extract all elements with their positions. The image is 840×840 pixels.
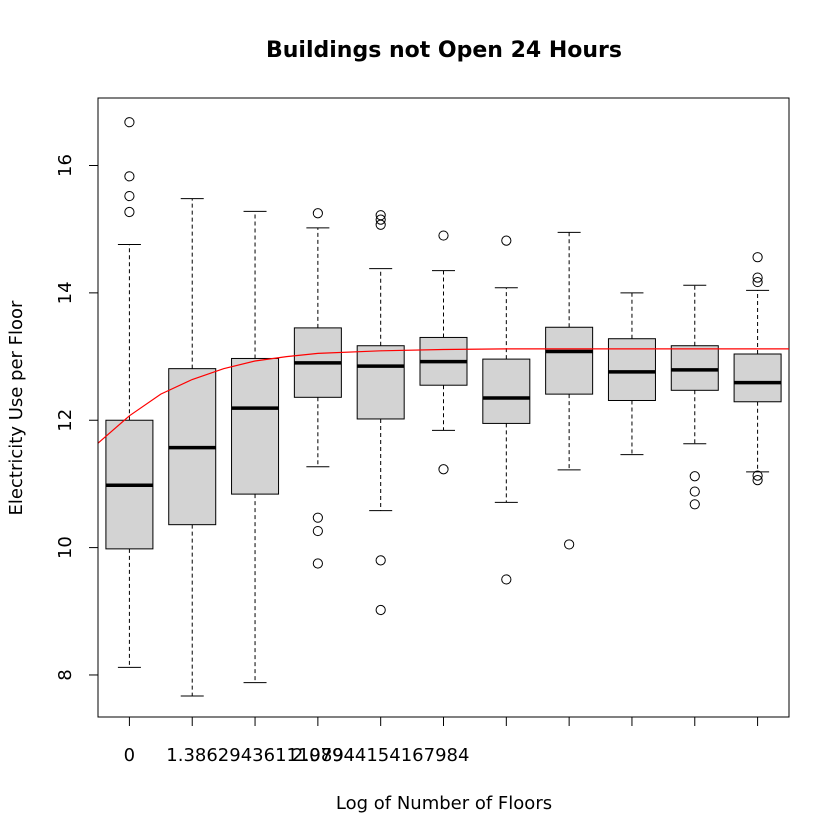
outlier-point (312, 208, 323, 219)
x-axis-label: Log of Number of Floors (336, 793, 552, 814)
outlier-point (124, 206, 135, 218)
y-axis: 8 10 12 14 16 (55, 154, 99, 681)
outlier-point (752, 470, 763, 481)
box-iqr (356, 345, 405, 420)
outlier-point (375, 210, 386, 221)
outlier-point (501, 235, 512, 246)
outlier-point (564, 539, 575, 550)
outlier-point (438, 464, 449, 475)
box-3 (231, 210, 280, 684)
outlier-point (689, 471, 700, 482)
outlier-point (501, 574, 512, 585)
chart-title: Buildings not Open 24 Hours (266, 38, 622, 63)
box-iqr (545, 326, 594, 395)
box-iqr (607, 338, 656, 401)
outlier-point (312, 525, 323, 537)
outlier-point (124, 190, 135, 202)
y-tick-label: 8 (55, 669, 76, 680)
box-10 (670, 284, 719, 510)
outlier-point (312, 512, 323, 523)
boxes-group (105, 117, 782, 697)
box-iqr (733, 353, 782, 403)
outlier-point (752, 276, 763, 288)
outlier-point (375, 555, 386, 566)
outlier-point (752, 272, 763, 283)
box-iqr (482, 358, 531, 424)
box-7 (482, 235, 531, 585)
x-tick-label: 0 (124, 745, 135, 766)
box-11 (733, 252, 782, 486)
box-6 (419, 230, 468, 475)
fit-line (97, 348, 789, 444)
box-8 (545, 231, 594, 550)
y-tick-label: 14 (55, 281, 76, 304)
y-tick-label: 10 (55, 536, 76, 559)
box-2 (168, 198, 217, 697)
outlier-point (312, 558, 323, 569)
y-axis-label: Electricity Use per Floor (6, 300, 27, 515)
outlier-point (689, 499, 700, 510)
outlier-point (124, 117, 135, 128)
outlier-point (752, 474, 763, 486)
box-1 (105, 117, 154, 668)
box-iqr (231, 357, 280, 495)
box-5 (356, 210, 405, 616)
y-tick-label: 16 (55, 154, 76, 177)
y-tick-label: 12 (55, 409, 76, 432)
outlier-point (375, 604, 386, 616)
x-tick-label: 1.38629436111989 (166, 745, 344, 766)
box-9 (607, 292, 656, 456)
outlier-point (438, 230, 449, 241)
outlier-point (375, 214, 386, 225)
outlier-point (689, 486, 700, 497)
box-iqr (670, 345, 719, 391)
x-tick-label: 2.07944154167984 (292, 745, 470, 766)
outlier-point (752, 252, 763, 263)
box-4 (293, 208, 342, 569)
outlier-point (124, 171, 135, 182)
fit-line-group (97, 348, 789, 444)
